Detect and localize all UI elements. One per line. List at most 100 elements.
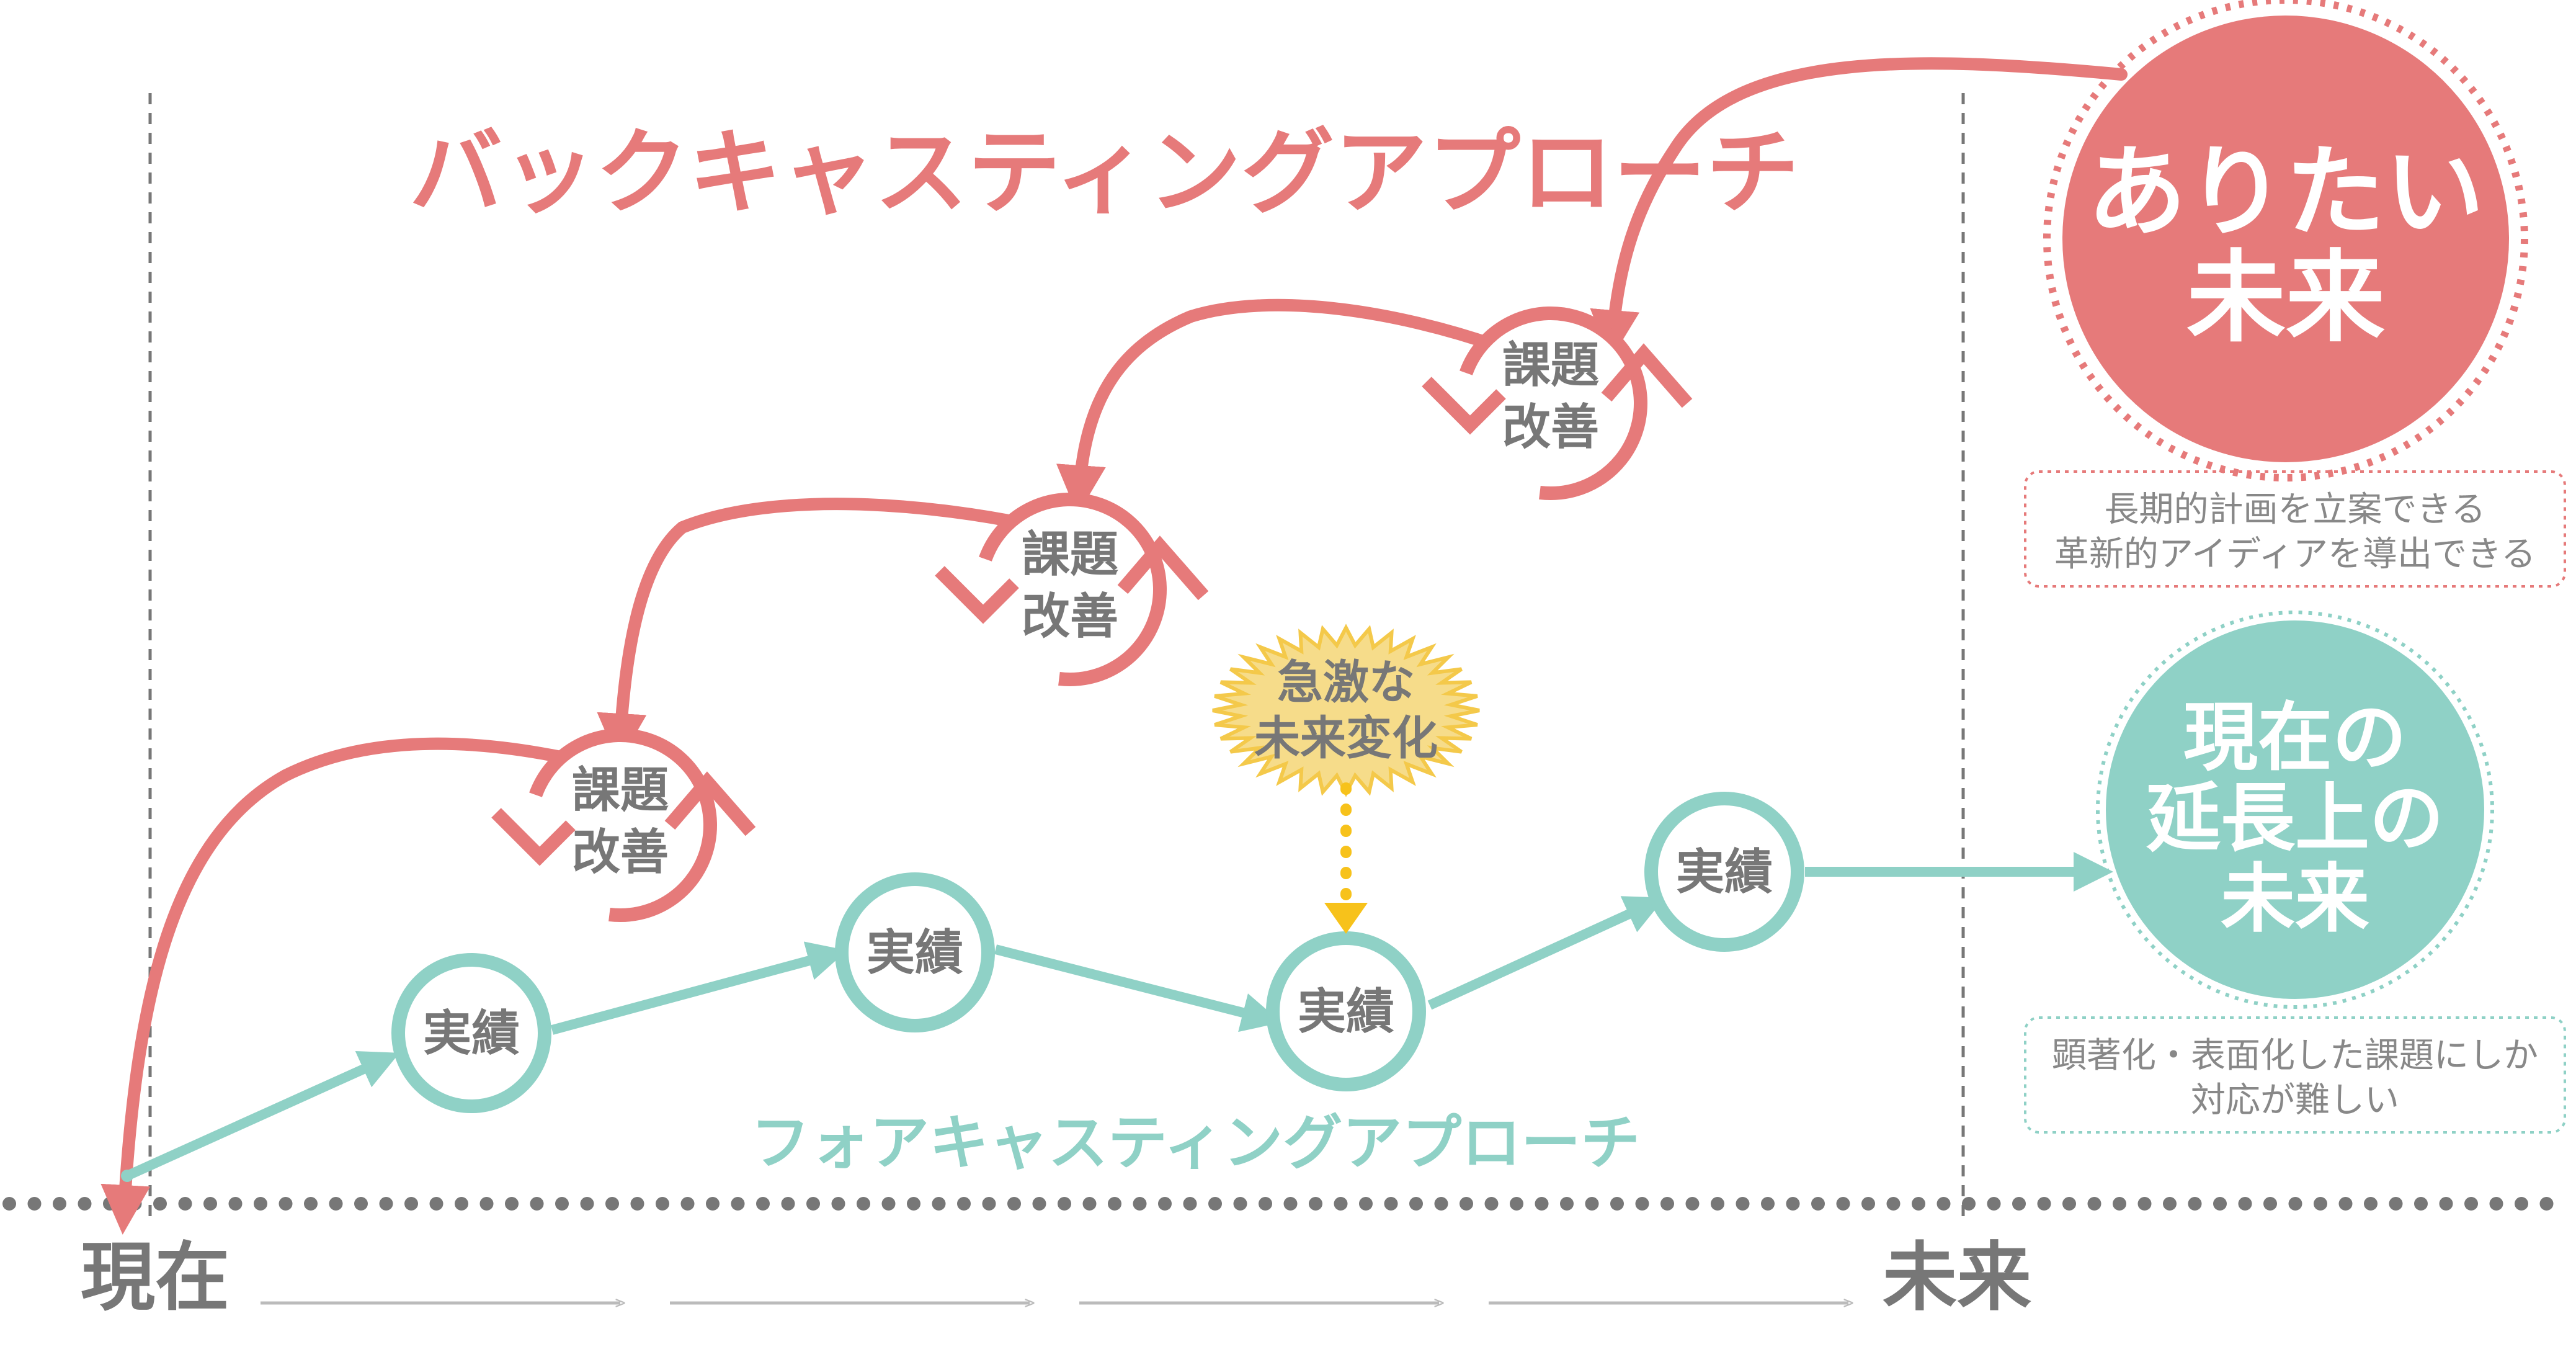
backcast-arrows [100,57,2128,1235]
timeline-dot [2314,1197,2327,1211]
timeline-dot [254,1197,267,1211]
timeline-dot [706,1197,720,1211]
timeline-dot [756,1197,770,1211]
timeline-dot [982,1197,996,1211]
timeline-dot [178,1197,192,1211]
backcasting-title: バックキャスティングアプローチ [409,119,1799,227]
axis-label-now: 現在 [81,1235,230,1321]
timeline-dot [203,1197,217,1211]
timeline-dots [2,1197,2554,1211]
timeline-dot [2439,1197,2453,1211]
extension-future-circle: 現在の 延長上の 未来 [2096,611,2494,1009]
timeline-dot [680,1197,695,1211]
timeline-dot [1811,1197,1825,1211]
timeline-dot [1384,1197,1398,1211]
timeline-dot [1610,1197,1624,1211]
timeline-dot [1283,1197,1298,1211]
timeline-dot [1032,1197,1046,1211]
timeline-dot [455,1197,468,1211]
forecasting-title: フォアキャスティングアプローチ [751,1108,1640,1178]
timeline-dot [831,1197,845,1211]
timeline-dot [2037,1197,2051,1211]
timeline-dot [2012,1197,2026,1211]
timeline-dot [1007,1197,1021,1211]
timeline-dot [1761,1197,1775,1211]
timeline-dot [2338,1197,2353,1211]
issue-node-2-line2: 改善 [1022,589,1118,645]
sudden-change-burst: 急激な 未来変化 [1212,624,1480,797]
timeline-dot [329,1197,343,1211]
timeline-dot [907,1197,920,1211]
timeline-dot [1259,1197,1272,1211]
timeline-dot [1836,1197,1850,1211]
timeline-dot [1434,1197,1448,1211]
timeline-dot [1058,1197,1071,1211]
timeline-dot [806,1197,820,1211]
issue-node-3-line1: 課題 [1502,338,1599,393]
burst-line1: 急激な [1277,656,1415,709]
ideal-note-line1: 長期的計画を立案できる [2105,490,2486,530]
timeline-dot [2489,1197,2503,1211]
timeline-dot [2,1197,16,1211]
timeline-dot [78,1197,92,1211]
timeline-dot [1786,1197,1800,1211]
issue-node-3-line2: 改善 [1502,400,1599,455]
timeline-dot [2389,1197,2403,1211]
result-node-2: 実績 [835,872,995,1032]
timeline-dot [27,1197,42,1211]
extension-future-line3: 未来 [2221,856,2369,942]
timeline-dot [2464,1197,2478,1211]
timeline-dot [957,1197,971,1211]
timeline-dot [605,1197,619,1211]
timeline-dot [2113,1197,2126,1211]
timeline-dot [505,1197,519,1211]
timeline-dot [1510,1197,1523,1211]
timeline-dot [1208,1197,1222,1211]
timeline-dot [2163,1197,2177,1211]
timeline-dot [1635,1197,1649,1211]
origin-point [121,1170,133,1182]
timeline-dot [857,1197,870,1211]
timeline-dot [630,1197,644,1211]
extension-note-line1: 顕著化・表面化した課題にしか [2052,1036,2538,1076]
timeline-dot [2288,1197,2302,1211]
ideal-future-note: 長期的計画を立案できる 革新的アイディアを導出できる [2024,470,2566,588]
timeline-dot [1233,1197,1247,1211]
timeline-dot [1082,1197,1097,1211]
timeline-dot [1133,1197,1147,1211]
timeline-dot [1560,1197,1574,1211]
issue-node-1-line2: 改善 [572,825,669,880]
ideal-future-circle: ありたい 未来 [2043,0,2528,481]
timeline-dot [2188,1197,2202,1211]
timeline-dot [1711,1197,1724,1211]
timeline-dot [2364,1197,2378,1211]
timeline-dot [2263,1197,2277,1211]
timeline-dot [1912,1197,1925,1211]
timeline-dot [2539,1197,2554,1211]
timeline-dot [228,1197,243,1211]
timeline-dot [1660,1197,1674,1211]
timeline-dot [279,1197,293,1211]
result-node-3: 実績 [1266,931,1426,1091]
issue-node-2: 課題 改善 [935,493,1209,686]
result-node-3-label: 実績 [1298,984,1394,1040]
extension-future-line1: 現在の [2183,695,2407,781]
issue-node-3: 課題 改善 [1422,307,1693,500]
result-node-2-label: 実績 [867,925,963,981]
timeline-dot [2515,1197,2528,1211]
timeline-dot [1936,1197,1951,1211]
timeline-dot [1460,1197,1473,1211]
timeline-dot [781,1197,795,1211]
timeline-dot [1108,1197,1121,1211]
timeline-dot [2238,1197,2252,1211]
timeline-dot [1309,1197,1322,1211]
forecast-arrows [125,852,2113,1181]
issue-node-2-line1: 課題 [1022,527,1118,583]
timeline-dot [429,1197,443,1211]
timeline-dot [932,1197,946,1211]
extension-future-note: 顕著化・表面化した課題にしか 対応が難しい [2024,1016,2566,1134]
result-node-4: 実績 [1644,792,1804,952]
timeline-dot [1158,1197,1172,1211]
timeline-dot [1484,1197,1499,1211]
